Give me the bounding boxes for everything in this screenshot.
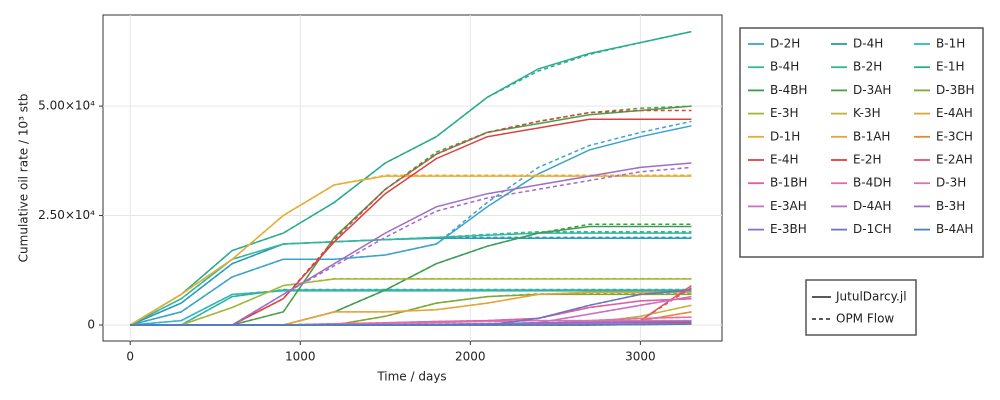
legend-label: E-3H (770, 106, 799, 120)
style-legend-box (805, 279, 917, 336)
y-tick-label: 0 (87, 318, 95, 332)
x-axis-label: Time / days (376, 370, 446, 384)
legend-label: B-1H (936, 37, 965, 51)
plot-frame (102, 14, 723, 342)
legend-label: D-1H (770, 129, 800, 143)
legend-label: B-4DH (853, 176, 891, 190)
series-line (130, 120, 692, 326)
legend-label: D-2H (770, 37, 800, 51)
style-legend-label: OPM Flow (836, 312, 894, 326)
legend-label: E-2AH (936, 153, 973, 167)
x-tick-label: 2000 (455, 350, 486, 364)
legend-label: E-2H (853, 153, 882, 167)
legend-label: B-2H (853, 60, 882, 74)
legend-label: E-3AH (770, 199, 807, 213)
legend-label: B-4AH (936, 222, 973, 236)
series-line (129, 230, 692, 326)
legend-label: D-1CH (853, 222, 892, 236)
legend-label: E-4H (770, 153, 799, 167)
y-tick-label: 5.00×10⁴ (38, 99, 95, 113)
series-line (129, 30, 692, 326)
legend-label: E-3BH (770, 222, 807, 236)
legend-label: D-4H (853, 37, 883, 51)
legend-label: D-3BH (936, 83, 974, 97)
series-line (130, 277, 692, 326)
series-line (130, 288, 692, 326)
y-axis-label: Cumulative oil rate / 10³ stb (17, 94, 31, 263)
y-tick-label: 2.50×10⁴ (38, 208, 95, 222)
legend-label: B-4BH (770, 83, 807, 97)
legend-label: D-4AH (853, 199, 891, 213)
legend-label: E-3CH (936, 129, 973, 143)
legend-label: D-3AH (853, 83, 891, 97)
legend-label: B-1BH (770, 176, 807, 190)
legend-label: K-3H (853, 106, 881, 120)
legend-label: B-4H (770, 60, 799, 74)
x-tick-label: 0 (126, 350, 134, 364)
x-tick-label: 3000 (625, 350, 656, 364)
legend-label: D-3H (936, 176, 966, 190)
x-tick-label: 1000 (285, 350, 316, 364)
legend-label: B-3H (936, 199, 965, 213)
legend-label: E-4AH (936, 106, 973, 120)
legend-label: B-1AH (853, 129, 890, 143)
legend-box (739, 27, 984, 258)
style-legend-label: JutulDarcy.jl (835, 290, 907, 304)
legend-label: E-1H (936, 60, 965, 74)
series-line (130, 323, 692, 326)
